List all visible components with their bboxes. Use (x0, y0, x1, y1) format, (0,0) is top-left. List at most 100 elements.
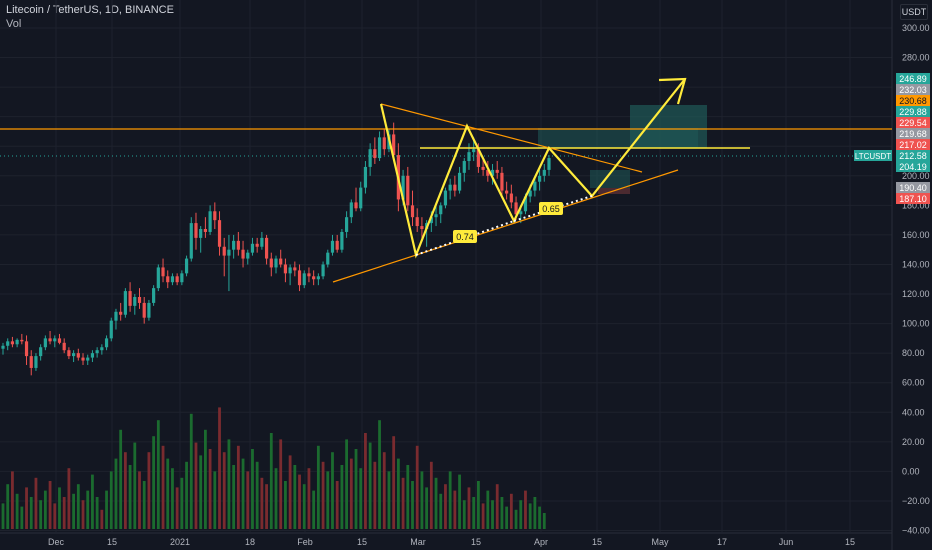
candle-body (302, 273, 306, 286)
volume-bar (415, 445, 419, 529)
candle-body (349, 202, 353, 218)
volume-bar (34, 477, 38, 529)
price-tag-bg (896, 106, 930, 117)
volume-label: Vol (6, 18, 22, 30)
volume-bar (279, 439, 283, 529)
candle-body (241, 249, 245, 259)
candle-body (368, 149, 372, 167)
volume-bar (109, 471, 113, 529)
candle-body (67, 350, 71, 357)
price-tag-bg (896, 84, 930, 95)
volume-bar (48, 481, 52, 529)
candle-body (476, 149, 480, 167)
candle-body (500, 172, 504, 191)
volume-bar (298, 474, 301, 529)
price-tag-bg (896, 182, 930, 193)
price-tick-label: 0.00 (902, 466, 920, 476)
volume-bar (232, 465, 236, 529)
volume-bar (288, 455, 292, 529)
candle-body (462, 161, 466, 173)
volume-bar (359, 468, 363, 529)
volume-bar (246, 471, 250, 529)
volume-bar (100, 509, 104, 529)
candle-body (297, 270, 302, 286)
price-tag-bg (896, 161, 930, 172)
position-box (538, 128, 698, 148)
candle-body (227, 249, 231, 256)
volume-bar (373, 461, 377, 529)
candle-body (76, 353, 80, 358)
candle-body (48, 338, 52, 342)
candle-body (312, 276, 316, 280)
support-trendline (332, 169, 679, 283)
volume-bar (505, 506, 509, 529)
volume-bar (533, 497, 537, 529)
price-tag: 229.88 (899, 107, 927, 117)
chart-title: Litecoin / TetherUS, 1D, BINANCE (6, 4, 174, 16)
volume-bar (500, 497, 504, 529)
volume-bar (269, 433, 273, 529)
candle-body (104, 338, 109, 348)
volume-bar (316, 445, 320, 529)
price-tag-bg (896, 193, 930, 204)
candle-body (39, 347, 43, 357)
price-tag-bg (896, 150, 930, 161)
volume-bar (524, 490, 527, 529)
candle-body (382, 137, 386, 150)
candle-body (20, 339, 24, 342)
symbol-tag: LTCUSDT (855, 152, 891, 161)
time-tick-label: Apr (534, 537, 548, 547)
candle-body (354, 202, 358, 209)
candle-body (486, 169, 490, 176)
price-tag: 204.19 (899, 162, 927, 172)
volume-bar (364, 433, 367, 529)
volume-bar (166, 458, 170, 529)
candle-body (6, 341, 10, 346)
volume-bar (260, 477, 264, 529)
candle-body (232, 240, 236, 250)
candle-body (392, 134, 396, 156)
candle-body (109, 320, 113, 339)
time-tick-label: Jun (779, 537, 794, 547)
price-tag-bg (896, 117, 930, 128)
volume-bar (519, 500, 523, 529)
volume-bar (156, 420, 160, 529)
volume-bar (20, 506, 24, 529)
volume-bar (425, 487, 429, 529)
candle-body (180, 273, 184, 283)
volume-bar (444, 484, 447, 529)
candle-body (57, 338, 62, 343)
candle-body (321, 264, 325, 277)
candle-body (29, 356, 33, 368)
price-tick-label: 100.00 (902, 319, 930, 329)
volume-bar (538, 506, 541, 529)
candle-body (142, 302, 146, 318)
candle-body (316, 276, 320, 280)
candle-body (199, 229, 203, 238)
ratio-label-bg (539, 202, 563, 215)
volume-bar (429, 461, 433, 529)
descending-trendline (380, 103, 643, 173)
price-tick-label: 160.00 (902, 230, 930, 240)
currency-button[interactable]: USDT (900, 4, 928, 20)
volume-bar (86, 490, 90, 529)
time-tick-label: 15 (107, 537, 117, 547)
volume-bar (401, 477, 405, 529)
volume-bar (284, 481, 287, 529)
volume-bar (81, 500, 85, 529)
candle-body (133, 296, 137, 306)
candle-body (43, 338, 47, 348)
candle-body (293, 267, 297, 271)
candle-body (34, 356, 38, 368)
volume-bar (53, 503, 57, 529)
volume-bar (368, 442, 372, 529)
candle-body (156, 267, 160, 289)
candle-body (448, 184, 452, 191)
candle-body (547, 158, 551, 170)
volume-bar (486, 490, 490, 529)
volume-bar (335, 481, 339, 529)
candle-body (114, 311, 118, 321)
candle-body (95, 350, 99, 354)
candle-body (24, 341, 29, 357)
